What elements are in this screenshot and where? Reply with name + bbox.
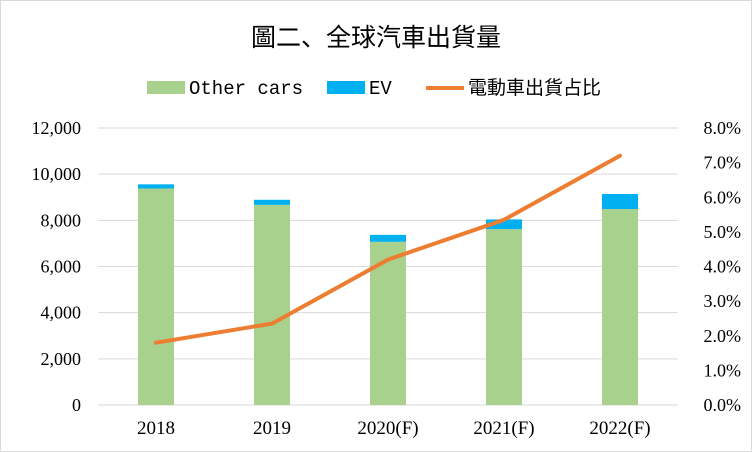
x-category-label: 2019 xyxy=(253,418,291,439)
y-right-tick-label: 2.0% xyxy=(704,326,742,346)
y-left-tick-label: 0 xyxy=(72,395,81,415)
y-right-tick-label: 1.0% xyxy=(704,360,742,380)
x-axis-categories: 2018 2019 2020(F) 2021(F) 2022(F) xyxy=(137,418,651,439)
bar-other-cars xyxy=(138,188,174,405)
y-right-tick-label: 0.0% xyxy=(704,395,742,415)
bar-ev xyxy=(486,219,522,230)
bar-other-cars xyxy=(486,229,522,405)
legend-label-ev-share: 電動車出貨占比 xyxy=(468,77,601,100)
bar-ev xyxy=(370,234,406,242)
line-ev-share xyxy=(154,153,622,345)
bar-other-cars xyxy=(254,204,290,405)
y-left-tick-label: 12,000 xyxy=(32,118,82,138)
bar-other-cars xyxy=(370,241,406,405)
y-right-tick-label: 6.0% xyxy=(704,187,742,207)
y-right-tick-label: 4.0% xyxy=(704,257,742,277)
ev-share-line xyxy=(154,153,622,345)
bar-other-cars xyxy=(602,209,638,405)
y-right-tick-label: 8.0% xyxy=(704,118,742,138)
y-right-tick-label: 7.0% xyxy=(704,153,742,173)
y-right-tick-label: 5.0% xyxy=(704,222,742,242)
x-category-label: 2020(F) xyxy=(357,418,418,439)
bar-ev xyxy=(254,199,290,205)
y-left-tick-label: 6,000 xyxy=(41,257,82,277)
chart-title: 圖二、全球汽車出貨量 xyxy=(251,23,501,52)
bar-ev xyxy=(138,184,174,189)
legend-label-ev: EV xyxy=(369,78,392,100)
y-left-tick-label: 10,000 xyxy=(32,164,82,184)
legend-label-other-cars: Other cars xyxy=(189,78,303,100)
x-category-label: 2018 xyxy=(137,418,175,439)
y-right-tick-label: 3.0% xyxy=(704,291,742,311)
y-left-tick-label: 8,000 xyxy=(41,210,82,230)
y-axis-right: 0.0% 1.0% 2.0% 3.0% 4.0% 5.0% 6.0% 7.0% 8.0% xyxy=(704,118,742,415)
y-left-tick-label: 4,000 xyxy=(41,303,82,323)
x-category-label: 2022(F) xyxy=(589,418,650,439)
x-category-label: 2021(F) xyxy=(473,418,534,439)
bar-ev xyxy=(602,194,638,210)
legend-swatch-other-cars xyxy=(147,81,185,94)
y-axis-left: 0 2,000 4,000 6,000 8,000 10,000 12,000 xyxy=(32,118,82,415)
legend: Other cars EV 電動車出貨占比 xyxy=(147,77,601,100)
bars xyxy=(138,184,638,405)
legend-swatch-ev xyxy=(327,81,365,94)
y-left-tick-label: 2,000 xyxy=(41,349,82,369)
